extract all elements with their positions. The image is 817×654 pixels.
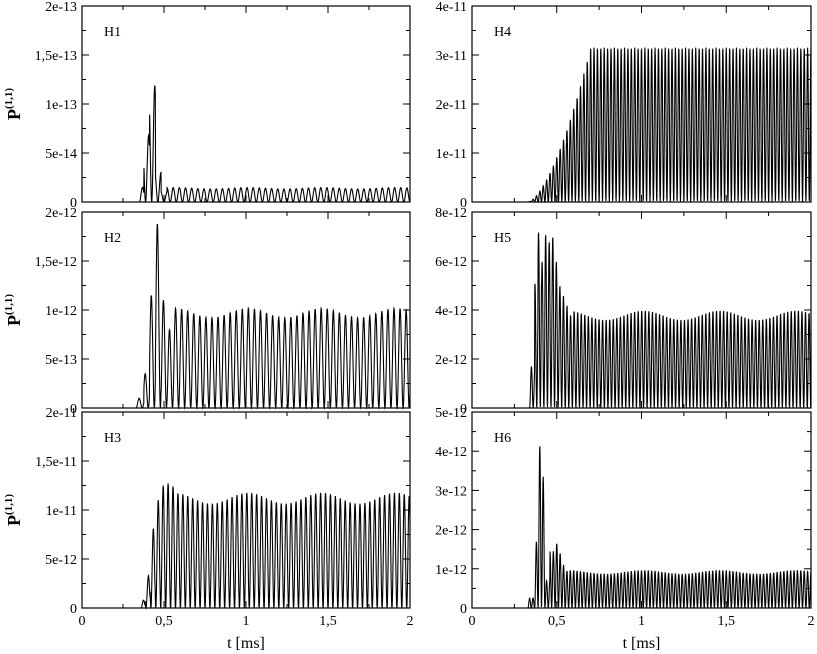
- x-tick-label: 0,5: [155, 614, 173, 629]
- plot-frame: [471, 5, 812, 203]
- x-tick-label: 1,5: [319, 614, 337, 629]
- panel-label: H2: [104, 231, 121, 246]
- x-tick-label: 2: [407, 614, 414, 629]
- x-tick-label: 0: [469, 614, 476, 629]
- y-tick-label: 6e-12: [435, 255, 467, 270]
- panel-h2: 0 5e-13 1e-12 1,5e-12 2e-12 H2 P(1,1): [3, 206, 411, 417]
- panel-h4: 0 1e-11 2e-11 3e-11 4e-11 H4: [436, 0, 812, 211]
- y-tick-label: 2e-11: [436, 98, 467, 113]
- y-tick-label: 0: [460, 196, 467, 211]
- y-tick-label: 5e-12: [435, 406, 467, 421]
- x-tick-label: 1: [243, 614, 250, 629]
- y-tick-label: 5e-12: [45, 553, 77, 568]
- y-tick-label: 0: [70, 402, 77, 417]
- y-tick-label: 3e-12: [435, 484, 467, 499]
- panel-label: H6: [494, 431, 511, 446]
- x-tick-label: 0,5: [548, 614, 566, 629]
- panel-h6: 0 1e-12 2e-12 3e-12 4e-12 5e-12 0 0,5 1 1,5 2 H6 t […: [435, 406, 814, 652]
- y-tick-label: 1,5e-11: [35, 455, 77, 470]
- x-tick-label: 2: [808, 614, 815, 629]
- panel-label: H4: [494, 25, 511, 40]
- series-line: [472, 47, 812, 204]
- y-tick-label: 0: [70, 196, 77, 211]
- y-tick-label: 1,5e-13: [35, 49, 77, 64]
- panel-h5: 0 2e-12 4e-12 6e-12 8e-12 H5: [435, 206, 812, 417]
- y-tick-label: 8e-12: [435, 206, 467, 221]
- y-tick-label: 1e-12: [435, 563, 467, 578]
- y-tick-label: 3e-11: [436, 49, 467, 64]
- y-tick-label: 4e-12: [435, 304, 467, 319]
- y-tick-label: 2e-11: [46, 406, 77, 421]
- y-axis-title: P(1,1): [3, 294, 24, 326]
- series-line: [82, 223, 411, 410]
- y-tick-label: 0: [460, 402, 467, 417]
- y-tick-label: 4e-11: [436, 0, 467, 15]
- y-axis-title: P(1,1): [3, 88, 24, 120]
- y-tick-label: 4e-12: [435, 445, 467, 460]
- series-line: [82, 483, 411, 610]
- series-line: [472, 232, 812, 409]
- plot-frame: [81, 5, 411, 203]
- y-tick-label: 1e-12: [45, 304, 77, 319]
- series-line: [472, 446, 812, 609]
- y-tick-label: 2e-12: [435, 524, 467, 539]
- y-tick-label: 5e-14: [45, 147, 77, 162]
- y-tick-label: 1e-11: [436, 147, 467, 162]
- y-tick-label: 1e-13: [45, 98, 77, 113]
- y-tick-label: 5e-13: [45, 353, 77, 368]
- panel-h1: 0 5e-14 1e-13 1,5e-13 2e-13 H1 P(1,1): [3, 0, 411, 211]
- panel-label: H5: [494, 231, 511, 246]
- panel-label: H1: [104, 25, 121, 40]
- y-tick-label: 0: [70, 602, 77, 617]
- y-tick-label: 2e-13: [45, 0, 77, 15]
- panel-label: H3: [104, 431, 121, 446]
- y-tick-label: 1,5e-12: [35, 255, 77, 270]
- x-axis-title: t [ms]: [227, 635, 265, 652]
- y-tick-label: 1e-11: [46, 504, 77, 519]
- x-tick-label: 1,5: [718, 614, 736, 629]
- series-line: [82, 85, 411, 204]
- y-tick-label: 0: [460, 602, 467, 617]
- x-tick-label: 0: [79, 614, 86, 629]
- x-axis-title: t [ms]: [623, 635, 661, 652]
- panel-h3: 0 5e-12 1e-11 1,5e-11 2e-11 0 0,5 1 1,5 2 H3 P(1,1)…: [3, 406, 414, 652]
- y-axis-title: P(1,1): [3, 494, 24, 526]
- y-tick-label: 2e-12: [435, 353, 467, 368]
- x-tick-label: 1: [638, 614, 645, 629]
- y-tick-label: 2e-12: [45, 206, 77, 221]
